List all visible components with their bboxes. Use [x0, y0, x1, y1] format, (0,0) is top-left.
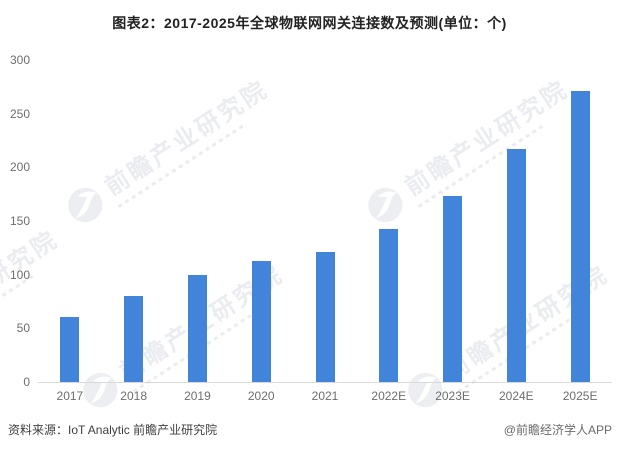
credit-note: @前瞻经济学人APP [503, 423, 612, 437]
bar-2025E [570, 91, 590, 382]
x-axis-tick-2022E: 2022E [371, 389, 407, 403]
bar-2018 [124, 296, 144, 382]
bar-2019 [187, 274, 207, 382]
data-source-note: 资料来源：IoT Analytic 前瞻产业研究院 [8, 423, 218, 437]
x-axis-tick-2018: 2018 [120, 389, 147, 403]
x-axis-tick-2025E: 2025E [562, 389, 598, 403]
y-axis-tick-150: 150 [9, 214, 30, 228]
bar-2017 [60, 316, 80, 382]
y-axis-tick-200: 200 [9, 160, 30, 175]
watermark-subtext-line [0, 273, 36, 358]
x-axis-tick-2024E: 2024E [498, 389, 534, 403]
chart-title: 图表2：2017-2025年全球物联网网关连接数及预测(单位：个) [112, 15, 507, 31]
bar-2022E [379, 228, 399, 382]
y-axis-tick-250: 250 [9, 106, 30, 121]
bar-2020 [251, 260, 271, 382]
x-axis-tick-2017: 2017 [56, 389, 84, 403]
bar-chart-plot-area [38, 60, 612, 383]
bar-2023E [443, 196, 463, 382]
y-axis-tick-50: 50 [16, 321, 30, 336]
y-axis-tick-300: 300 [9, 53, 30, 67]
y-axis-tick-100: 100 [9, 267, 30, 282]
x-axis-tick-2019: 2019 [184, 389, 211, 403]
x-axis-tick-2020: 2020 [247, 389, 275, 403]
x-axis-tick-2023E: 2023E [435, 389, 470, 403]
bar-2024E [506, 149, 526, 382]
x-axis-tick-2021: 2021 [311, 389, 339, 403]
bar-2021 [315, 252, 335, 382]
y-axis-tick-0: 0 [23, 375, 30, 389]
